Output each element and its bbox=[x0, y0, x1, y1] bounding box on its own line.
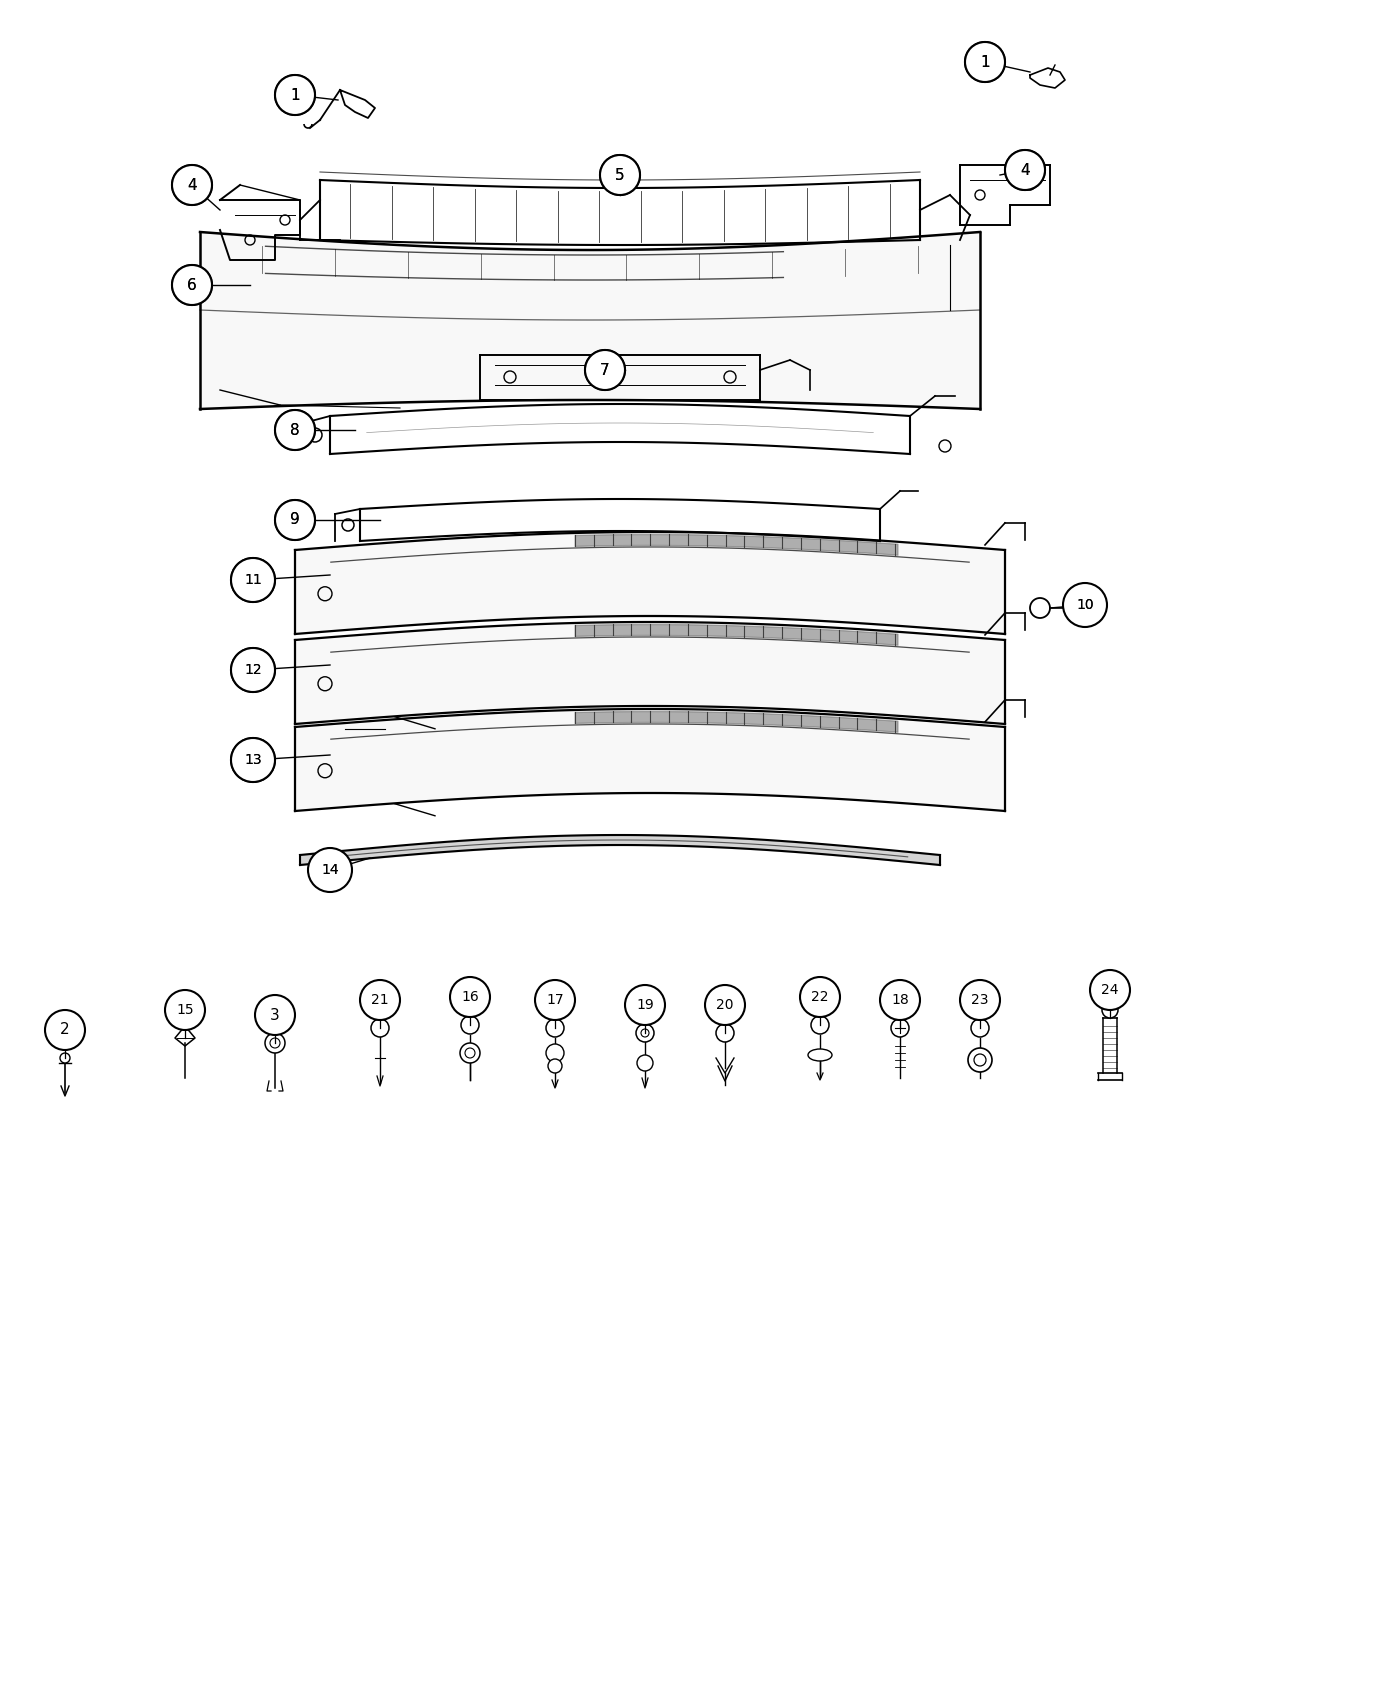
Circle shape bbox=[1005, 150, 1044, 190]
Text: 11: 11 bbox=[244, 573, 262, 586]
Text: 1: 1 bbox=[290, 87, 300, 102]
Circle shape bbox=[972, 1018, 988, 1037]
Text: 14: 14 bbox=[321, 864, 339, 877]
Circle shape bbox=[799, 977, 840, 1017]
Text: 1: 1 bbox=[980, 54, 990, 70]
Circle shape bbox=[547, 1059, 561, 1073]
Text: 19: 19 bbox=[636, 998, 654, 1012]
Text: 9: 9 bbox=[290, 512, 300, 527]
Text: 1: 1 bbox=[290, 87, 300, 102]
Text: 4: 4 bbox=[1021, 163, 1030, 177]
Text: 7: 7 bbox=[601, 362, 610, 377]
Circle shape bbox=[274, 75, 315, 116]
Circle shape bbox=[585, 350, 624, 389]
Text: 8: 8 bbox=[290, 423, 300, 437]
Text: 21: 21 bbox=[371, 993, 389, 1006]
Circle shape bbox=[449, 977, 490, 1017]
Circle shape bbox=[1005, 150, 1044, 190]
Text: 17: 17 bbox=[546, 993, 564, 1006]
Circle shape bbox=[265, 1034, 286, 1052]
Circle shape bbox=[461, 1017, 479, 1034]
Text: 22: 22 bbox=[811, 989, 829, 1005]
Circle shape bbox=[231, 558, 274, 602]
Circle shape bbox=[1063, 583, 1107, 627]
Circle shape bbox=[172, 265, 211, 304]
Circle shape bbox=[967, 1047, 993, 1073]
Text: 2: 2 bbox=[60, 1022, 70, 1037]
Circle shape bbox=[960, 979, 1000, 1020]
Circle shape bbox=[231, 738, 274, 782]
Text: 13: 13 bbox=[244, 753, 262, 767]
Circle shape bbox=[811, 1017, 829, 1034]
Circle shape bbox=[274, 410, 315, 450]
Text: 15: 15 bbox=[176, 1003, 193, 1017]
Circle shape bbox=[637, 1056, 652, 1071]
Ellipse shape bbox=[808, 1049, 832, 1061]
Text: 12: 12 bbox=[244, 663, 262, 677]
Text: 4: 4 bbox=[188, 177, 197, 192]
Circle shape bbox=[881, 979, 920, 1020]
Circle shape bbox=[172, 165, 211, 206]
Circle shape bbox=[624, 984, 665, 1025]
Text: 24: 24 bbox=[1102, 983, 1119, 996]
Circle shape bbox=[274, 75, 315, 116]
Text: 16: 16 bbox=[461, 989, 479, 1005]
Circle shape bbox=[585, 350, 624, 389]
Circle shape bbox=[965, 42, 1005, 82]
Text: 14: 14 bbox=[321, 864, 339, 877]
Text: 1: 1 bbox=[980, 54, 990, 70]
Circle shape bbox=[715, 1023, 734, 1042]
Text: 20: 20 bbox=[717, 998, 734, 1012]
Circle shape bbox=[309, 850, 350, 891]
Circle shape bbox=[60, 1052, 70, 1062]
Text: 12: 12 bbox=[244, 663, 262, 677]
Circle shape bbox=[45, 1010, 85, 1051]
Circle shape bbox=[546, 1018, 564, 1037]
Text: 6: 6 bbox=[188, 277, 197, 292]
Circle shape bbox=[636, 1023, 654, 1042]
Text: 11: 11 bbox=[244, 573, 262, 586]
Circle shape bbox=[890, 1018, 909, 1037]
Circle shape bbox=[274, 500, 315, 541]
Text: 7: 7 bbox=[601, 362, 610, 377]
Circle shape bbox=[172, 165, 211, 206]
Circle shape bbox=[535, 979, 575, 1020]
Text: 18: 18 bbox=[892, 993, 909, 1006]
Circle shape bbox=[274, 500, 315, 541]
Circle shape bbox=[546, 1044, 564, 1062]
Circle shape bbox=[308, 848, 351, 892]
Circle shape bbox=[165, 989, 204, 1030]
Text: 9: 9 bbox=[290, 512, 300, 527]
Circle shape bbox=[360, 979, 400, 1020]
Circle shape bbox=[274, 410, 315, 450]
Circle shape bbox=[231, 648, 274, 692]
Circle shape bbox=[231, 738, 274, 782]
Circle shape bbox=[172, 265, 211, 304]
Circle shape bbox=[371, 1018, 389, 1037]
Circle shape bbox=[1091, 971, 1130, 1010]
Circle shape bbox=[231, 648, 274, 692]
Circle shape bbox=[601, 155, 640, 196]
Circle shape bbox=[965, 42, 1005, 82]
Text: 4: 4 bbox=[188, 177, 197, 192]
Circle shape bbox=[601, 155, 640, 196]
Text: 13: 13 bbox=[244, 753, 262, 767]
Text: 6: 6 bbox=[188, 277, 197, 292]
Text: 23: 23 bbox=[972, 993, 988, 1006]
Circle shape bbox=[1065, 585, 1105, 626]
Text: 10: 10 bbox=[1077, 598, 1093, 612]
Text: 5: 5 bbox=[615, 168, 624, 182]
Circle shape bbox=[461, 1044, 480, 1062]
Circle shape bbox=[255, 994, 295, 1035]
Text: 3: 3 bbox=[270, 1008, 280, 1022]
Text: 8: 8 bbox=[290, 423, 300, 437]
Circle shape bbox=[231, 558, 274, 602]
Circle shape bbox=[706, 984, 745, 1025]
Circle shape bbox=[1102, 1001, 1119, 1018]
Text: 10: 10 bbox=[1077, 598, 1093, 612]
Text: 5: 5 bbox=[615, 168, 624, 182]
Text: 4: 4 bbox=[1021, 163, 1030, 177]
